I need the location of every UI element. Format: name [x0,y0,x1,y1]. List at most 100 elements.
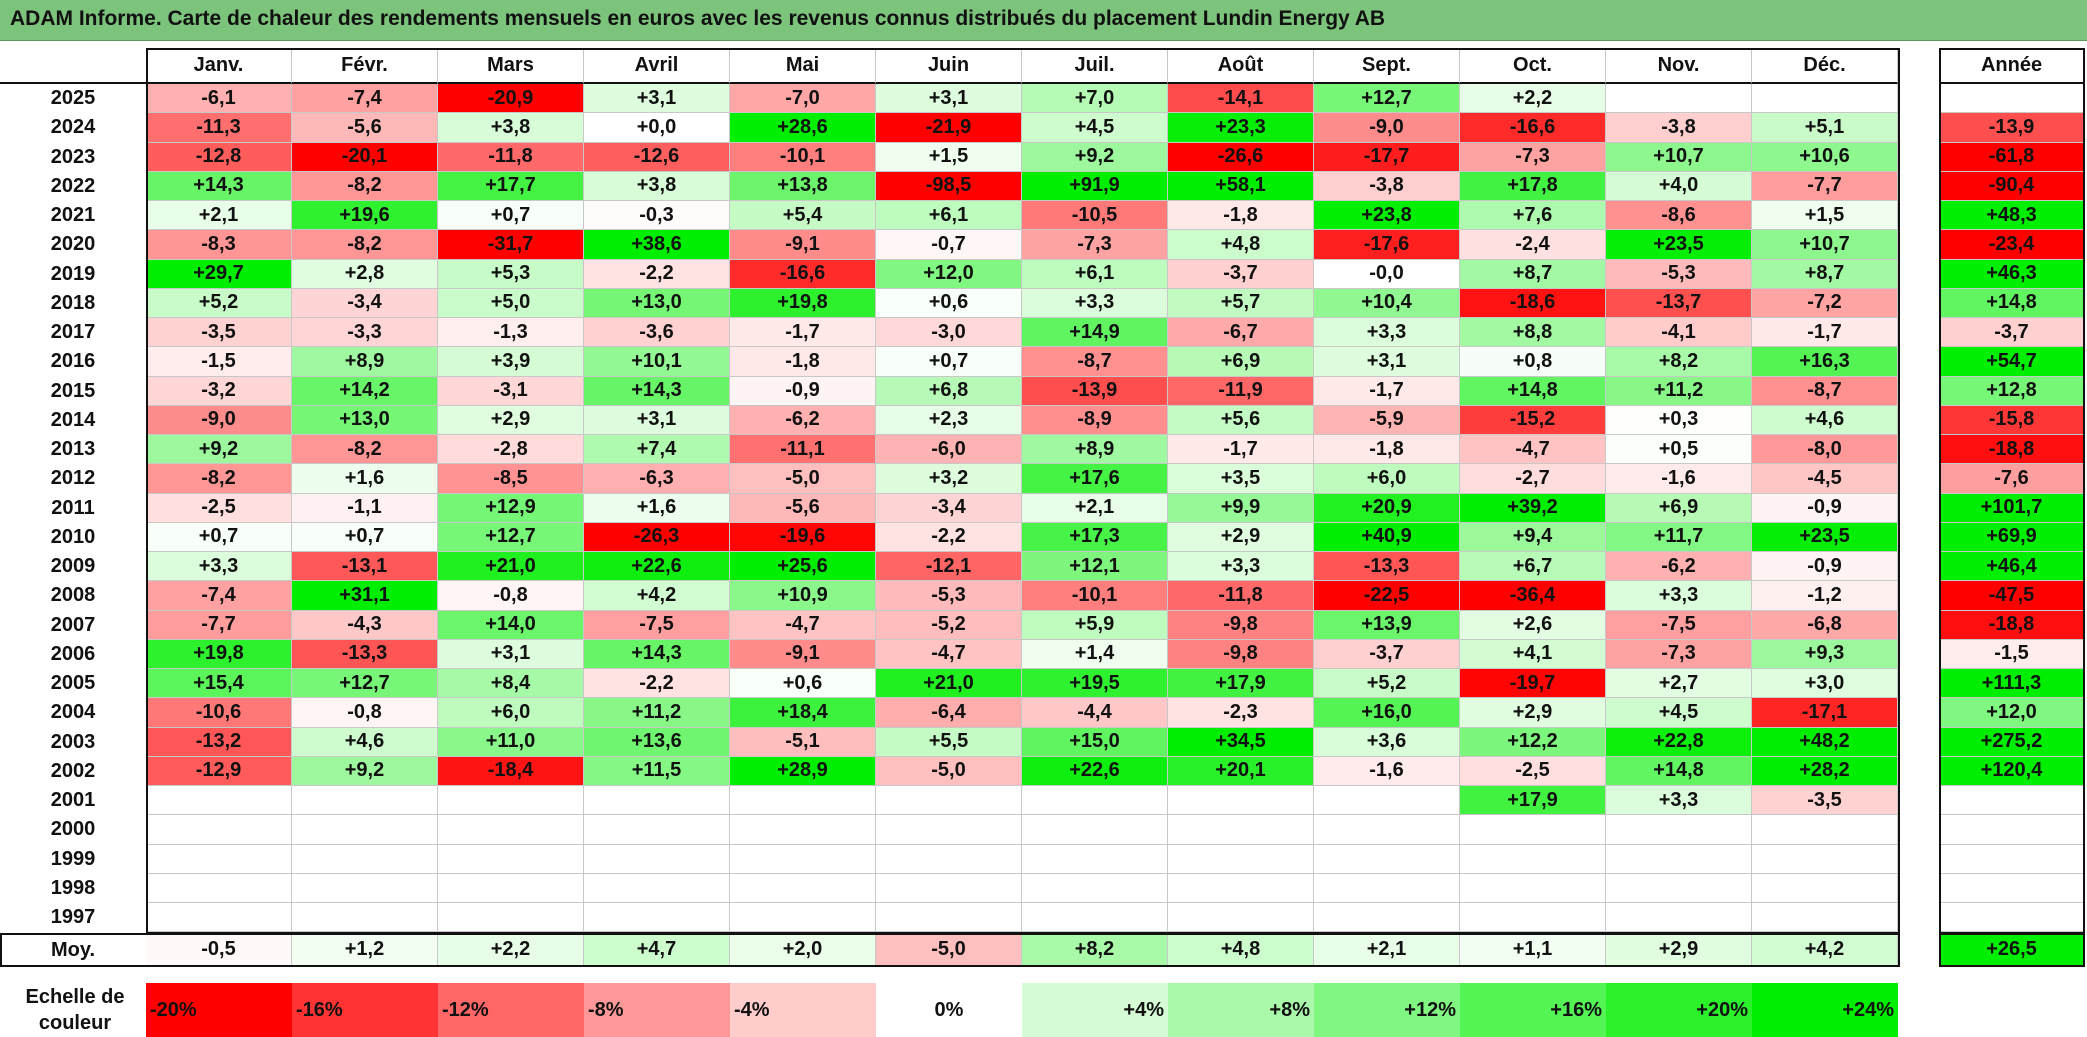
heatmap-cell: +1,5 [1752,201,1898,231]
heatmap-cell: +17,3 [1022,522,1168,552]
heatmap-cell: -1,6 [1314,756,1460,786]
heatmap-cell: +3,3 [1606,786,1752,816]
heatmap-cell: -6,8 [1752,610,1898,640]
month-header: Août [1168,48,1314,84]
year-label: 2002 [50,759,96,782]
heatmap-cell: -2,2 [584,669,730,699]
year-label: 2006 [50,642,96,665]
heatmap-cell: +6,1 [876,201,1022,231]
average-cell: +2,9 [1606,933,1752,967]
heatmap-cell: +1,5 [876,142,1022,172]
heatmap-cell: +2,7 [1606,669,1752,699]
heatmap-cell: +5,4 [730,201,876,231]
heatmap-cell [1022,786,1168,816]
heatmap-cell: +2,9 [1168,522,1314,552]
heatmap-cell: -1,8 [1168,201,1314,231]
heatmap-cell: +7,0 [1022,84,1168,114]
heatmap-cell: +17,8 [1460,171,1606,201]
annual-cell: +275,2 [1939,727,2085,757]
heatmap-cell: +4,1 [1460,639,1606,669]
heatmap-cell: -16,6 [1460,113,1606,143]
annual-cell: +111,3 [1939,669,2085,699]
heatmap-cell: -1,6 [1606,464,1752,494]
heatmap-cell: +20,9 [1314,493,1460,523]
heatmap-cell: +13,6 [584,727,730,757]
heatmap-cell: +10,6 [1752,142,1898,172]
heatmap-cell: +19,8 [730,288,876,318]
heatmap-cell [876,815,1022,845]
annual-cell: -15,8 [1939,405,2085,435]
heatmap-cell: +6,8 [876,376,1022,406]
heatmap-cell: +13,0 [584,288,730,318]
heatmap-cell: +9,3 [1752,639,1898,669]
heatmap-cell: +12,2 [1460,727,1606,757]
heatmap-cell: -2,3 [1168,698,1314,728]
heatmap-cell [292,844,438,874]
heatmap-cell: -19,7 [1460,669,1606,699]
heatmap-cell: -4,7 [730,610,876,640]
heatmap-cell [730,815,876,845]
heatmap-cell: +0,7 [438,201,584,231]
heatmap-cell: +14,3 [584,376,730,406]
heatmap-cell [1314,873,1460,903]
heatmap-cell: +2,3 [876,405,1022,435]
heatmap-cell [438,786,584,816]
annual-cell: -1,5 [1939,639,2085,669]
heatmap-cell: +10,9 [730,581,876,611]
heatmap-cell: -1,8 [730,347,876,377]
heatmap-cell: +3,1 [584,405,730,435]
heatmap-cell: +12,7 [438,522,584,552]
heatmap-cell [292,786,438,816]
heatmap-cell: +2,9 [1460,698,1606,728]
heatmap-cell: +0,8 [1460,347,1606,377]
heatmap-cell: +9,4 [1460,522,1606,552]
heatmap-cell [1752,903,1898,933]
heatmap-cell: +0,7 [146,522,292,552]
heatmap-cell: +2,2 [1460,84,1606,114]
heatmap-cell: -5,2 [876,610,1022,640]
year-label: 2024 [50,116,96,139]
month-header: Juin [876,48,1022,84]
year-label: 2023 [50,145,96,168]
year-label: 2021 [50,204,96,227]
heatmap-cell [876,786,1022,816]
heatmap-cell: -17,6 [1314,230,1460,260]
heatmap-cell [730,873,876,903]
heatmap-cell: -7,7 [1752,171,1898,201]
year-label: 2019 [50,262,96,285]
heatmap-cell: +11,2 [1606,376,1752,406]
year-label: 2013 [50,438,96,461]
heatmap-cell: +3,0 [1752,669,1898,699]
heatmap-cell: -3,8 [1606,113,1752,143]
heatmap-cell: -9,1 [730,230,876,260]
heatmap-cell: +6,7 [1460,552,1606,582]
heatmap-cell: +8,7 [1752,259,1898,289]
heatmap-cell: +13,0 [292,405,438,435]
heatmap-cell: +8,8 [1460,318,1606,348]
heatmap-cell: -0,9 [1752,552,1898,582]
year-label: 2005 [50,672,96,695]
heatmap-cell: +4,6 [1752,405,1898,435]
heatmap-cell: -3,7 [1314,639,1460,669]
annual-cell: -7,6 [1939,464,2085,494]
heatmap-cell [438,815,584,845]
heatmap-cell: +15,0 [1022,727,1168,757]
heatmap-cell: +9,2 [292,756,438,786]
heatmap-cell [1460,844,1606,874]
heatmap-cell: +19,8 [146,639,292,669]
heatmap-cell [438,903,584,933]
heatmap-cell: +4,8 [1168,230,1314,260]
heatmap-cell [146,844,292,874]
heatmap-cell: -1,7 [1314,376,1460,406]
year-label: 2014 [50,408,96,431]
heatmap-cell [730,844,876,874]
heatmap-cell: +12,7 [292,669,438,699]
heatmap-cell: +12,1 [1022,552,1168,582]
heatmap-cell: +14,0 [438,610,584,640]
heatmap-cell: -11,8 [1168,581,1314,611]
heatmap-cell [1460,815,1606,845]
heatmap-cell: +28,2 [1752,756,1898,786]
heatmap-cell: -0,9 [1752,493,1898,523]
heatmap-cell: -2,4 [1460,230,1606,260]
heatmap-cell: -13,3 [1314,552,1460,582]
